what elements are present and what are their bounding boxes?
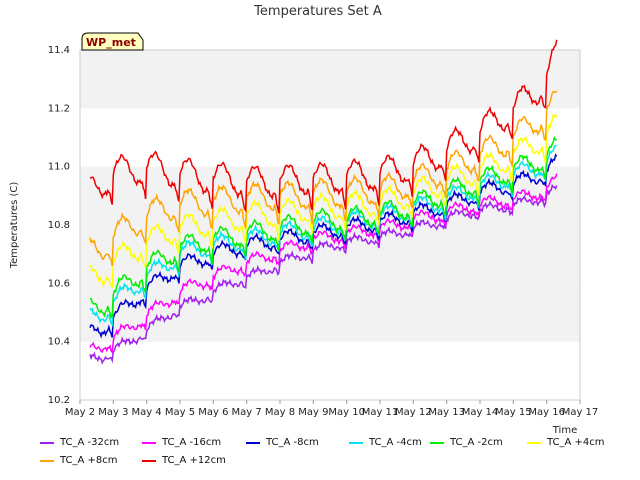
grid-bands xyxy=(80,50,580,400)
x-tick-label: May 5 xyxy=(165,407,195,418)
grid-band xyxy=(80,341,580,400)
legend-label: TC_A +4cm xyxy=(547,437,605,448)
legend-item: TC_A -32cm xyxy=(40,437,119,448)
chart-title: Temperatures Set A xyxy=(253,4,382,19)
x-tick-label: May 16 xyxy=(528,407,565,418)
legend-item: TC_A -2cm xyxy=(430,437,503,448)
x-axis-label: Time xyxy=(552,425,577,436)
legend-label: TC_A +12cm xyxy=(162,455,226,466)
legend-label: TC_A -4cm xyxy=(369,437,422,448)
series-line xyxy=(90,39,558,214)
y-tick-label: 10.2 xyxy=(48,395,70,406)
y-tick-label: 10.4 xyxy=(48,337,70,348)
series-lines xyxy=(89,39,558,365)
y-tick-label: 10.8 xyxy=(48,220,70,231)
y-tick-label: 10.6 xyxy=(48,278,70,289)
grid-band-shaded xyxy=(80,166,580,225)
grid-band-shaded xyxy=(80,283,580,342)
grid-band xyxy=(80,225,580,284)
legend-item: TC_A +4cm xyxy=(527,437,605,448)
legend-swatch xyxy=(142,441,156,444)
plot-area-border xyxy=(79,49,581,401)
legend-swatch xyxy=(40,459,54,462)
grid-band xyxy=(80,108,580,167)
y-axis-label: Temperatures (C) xyxy=(9,182,20,270)
series-line xyxy=(89,90,558,267)
legend-swatch xyxy=(40,441,54,444)
badge-label: WP_met xyxy=(86,36,136,49)
legend-label: TC_A -16cm xyxy=(162,437,222,448)
x-tick-label: May 3 xyxy=(98,407,128,418)
x-tick-label: May 14 xyxy=(462,407,499,418)
legend-item: TC_A -16cm xyxy=(142,437,221,448)
x-tick-label: May 8 xyxy=(265,407,295,418)
x-tick-label: May 7 xyxy=(232,407,262,418)
legend-label: TC_A +8cm xyxy=(60,455,118,466)
x-tick-label: May 15 xyxy=(495,407,532,418)
series-line xyxy=(89,144,558,328)
legend-swatch xyxy=(527,441,541,444)
legend-swatch xyxy=(142,459,156,462)
grid-band-shaded xyxy=(80,50,580,109)
legend-label: TC_A -8cm xyxy=(266,437,319,448)
y-tick-label: 11.2 xyxy=(48,103,70,114)
series-line xyxy=(89,113,558,289)
x-tick-label: May 2 xyxy=(65,407,95,418)
wp-met-badge: WP_met xyxy=(81,32,144,51)
y-axis-ticks: 10.2 10.4 10.6 10.8 11.0 11.2 11.4 xyxy=(48,45,70,406)
y-tick-label: 11.4 xyxy=(48,45,70,56)
series-line xyxy=(89,136,557,320)
legend-swatch xyxy=(246,441,260,444)
legend-label: TC_A -2cm xyxy=(450,437,503,448)
legend-item: TC_A +8cm xyxy=(40,455,118,466)
x-tick-label: May 9 xyxy=(298,407,328,418)
series-line xyxy=(89,153,558,339)
legend-swatch xyxy=(430,441,444,444)
y-tick-label: 11.0 xyxy=(48,162,70,173)
legend-item: TC_A +12cm xyxy=(142,455,226,466)
x-axis-ticks: May 2 May 3 May 4 May 5 May 6 May 7 May 8 May 9… xyxy=(65,400,598,418)
x-tick-label: May 17 xyxy=(562,407,599,418)
legend-label: TC_A -32cm xyxy=(60,437,120,448)
x-tick-label: May 11 xyxy=(362,407,399,418)
x-tick-label: May 12 xyxy=(395,407,432,418)
x-tick-label: May 13 xyxy=(428,407,465,418)
legend-item: TC_A -8cm xyxy=(246,437,319,448)
x-tick-label: May 10 xyxy=(328,407,365,418)
x-tick-label: May 4 xyxy=(132,407,162,418)
series-line xyxy=(89,173,558,354)
legend-swatch xyxy=(349,441,363,444)
legend-item: TC_A -4cm xyxy=(349,437,422,448)
x-tick-label: May 6 xyxy=(198,407,228,418)
